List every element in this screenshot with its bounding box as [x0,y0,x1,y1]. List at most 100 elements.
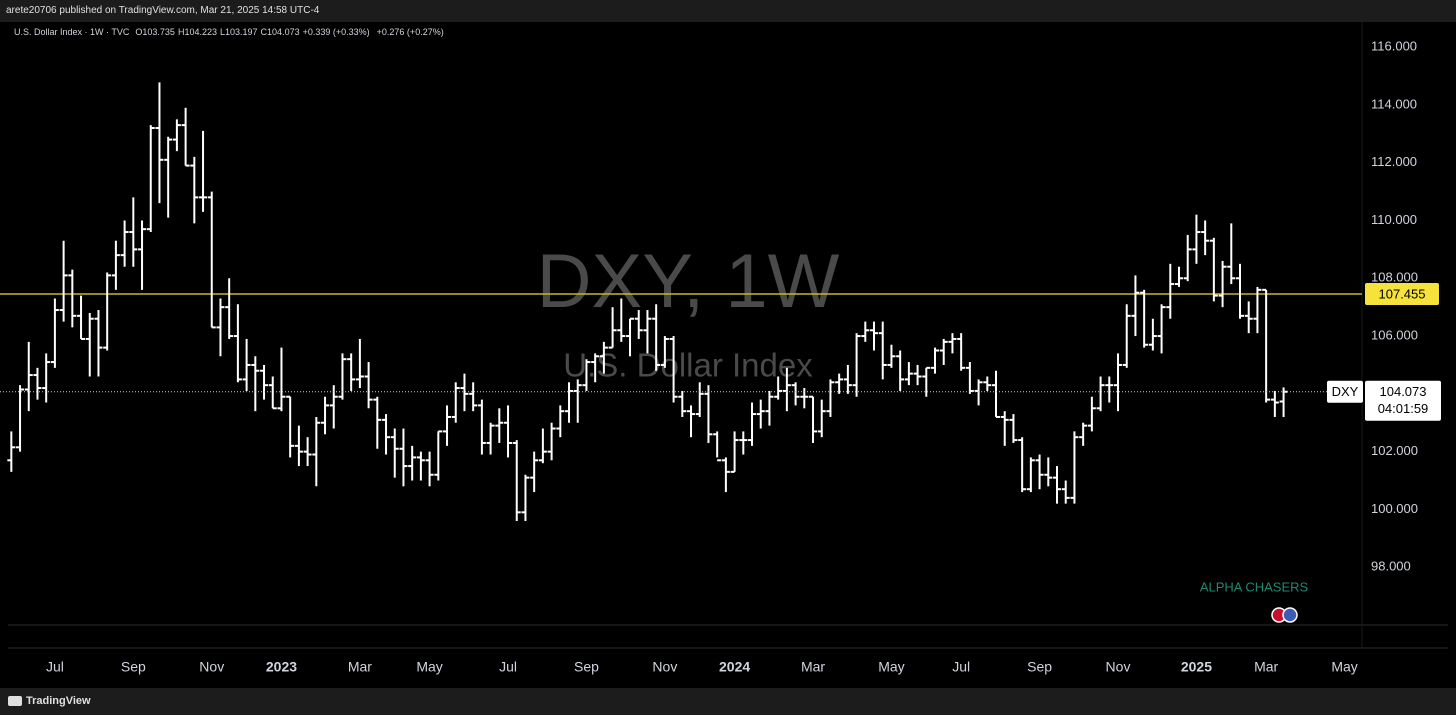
ohlc-bar [190,156,199,224]
ohlc-bar [556,405,565,438]
ohlc-bar [765,390,774,426]
ohlc-bar [1114,353,1123,412]
ohlc-bar [268,376,277,410]
x-tick-label: Sep [121,659,146,675]
countdown-label: 04:01:59 [1378,401,1429,416]
ohlc-bar [1044,457,1053,487]
ohlc-bar [486,422,495,455]
ohlc-bar [591,353,600,383]
ohlc-bar [321,396,330,435]
x-tick-label: Nov [199,659,224,675]
ohlc-bar [94,310,103,377]
ohlc-bar [329,385,338,429]
published-text: arete20706 published on TradingView.com,… [6,5,320,16]
ohlc-bar [922,366,931,397]
ohlc-bar [225,278,234,339]
ohlc-bar [68,269,77,328]
ohlc-bar [434,430,443,481]
ohlc-bar [904,362,913,386]
price-label-box [1365,380,1441,421]
ohlc-bar [1070,431,1079,504]
ohlc-bar [538,428,547,464]
ohlc-bar [347,353,356,391]
ohlc-bar [477,399,486,455]
ohlc-bar [1183,234,1192,282]
ohlc-bar [50,298,59,368]
ohlc-bar [817,399,826,438]
ohlc-bar [7,431,16,472]
ohlc-bar [1122,304,1131,368]
ohlc-bar [878,321,887,380]
footer-logo [8,696,22,706]
y-tick-label: 100.000 [1371,501,1418,516]
legend-change: +0.339 (+0.33%) [302,27,370,37]
legend-extended-change: +0.276 (+0.27%) [376,27,444,37]
legend-open: 103.735 [142,27,175,37]
ohlc-bar [843,364,852,394]
ohlc-bar [77,295,86,340]
ohlc-bar [652,304,661,371]
ohlc-bar [129,197,138,267]
ohlc-series [7,82,1288,521]
x-tick-label: Jul [499,659,517,675]
ohlc-bar [1026,457,1035,493]
ohlc-bar [687,405,696,438]
ohlc-bar [1166,263,1175,319]
ohlc-bar [207,191,216,329]
ohlc-bar [774,376,783,400]
chart-background [0,22,1456,688]
ohlc-bar [713,431,722,462]
x-tick-label: Jul [952,659,970,675]
flag-us [1282,607,1298,623]
ohlc-bar [992,370,1001,418]
ohlc-bar [451,382,460,423]
ohlc-bar [251,356,260,412]
ohlc-bar [1227,223,1236,285]
ohlc-bar [1175,266,1184,287]
ohlc-bar [1157,304,1166,354]
x-tick-label: Mar [348,659,372,675]
ohlc-bar [199,130,208,212]
ohlc-bar [495,408,504,443]
legend-open-label: O [135,27,143,37]
ohlc-bar [85,312,94,377]
ohlc-bar [826,379,835,417]
ohlc-bar [913,364,922,386]
annotation: ALPHA CHASERS [1200,579,1309,594]
ohlc-bar [669,336,678,403]
price-label: 104.073 [1380,384,1427,399]
ohlc-bar [103,272,112,351]
x-tick-label: May [416,659,442,675]
ohlc-bar [974,379,983,406]
ohlc-bar [469,382,478,412]
ohlc-bar [1244,301,1253,334]
symbol-label: DXY [1332,384,1359,399]
legend-close: 104.073 [267,27,300,37]
x-tick-label: Mar [801,659,825,675]
ohlc-bar [164,136,173,218]
y-tick-label: 116.000 [1371,39,1417,54]
ohlc-bar [1000,411,1009,446]
ohlc-bar [294,425,303,467]
ohlc-bar [16,385,25,452]
ohlc-bar [1262,288,1271,403]
legend-symbol: U.S. Dollar Index · 1W · TVC [14,27,130,37]
ohlc-bar [373,396,382,449]
ohlc-bar [782,367,791,412]
ohlc-bar [643,310,652,354]
ohlc-bar [172,119,181,152]
ohlc-bar [1053,466,1062,504]
ohlc-bar [390,428,399,478]
ohlc-bar [260,364,269,400]
ohlc-bar [809,395,818,443]
ohlc-bar [896,350,905,391]
ohlc-bar [721,457,730,493]
x-tick-label: May [1331,659,1357,675]
ohlc-bar [42,353,51,403]
ohlc-bar [678,390,687,417]
y-tick-label: 110.000 [1371,212,1417,227]
ohlc-bar [120,220,129,267]
y-tick-label: 102.000 [1371,443,1418,458]
x-tick-label: Sep [1027,659,1052,675]
